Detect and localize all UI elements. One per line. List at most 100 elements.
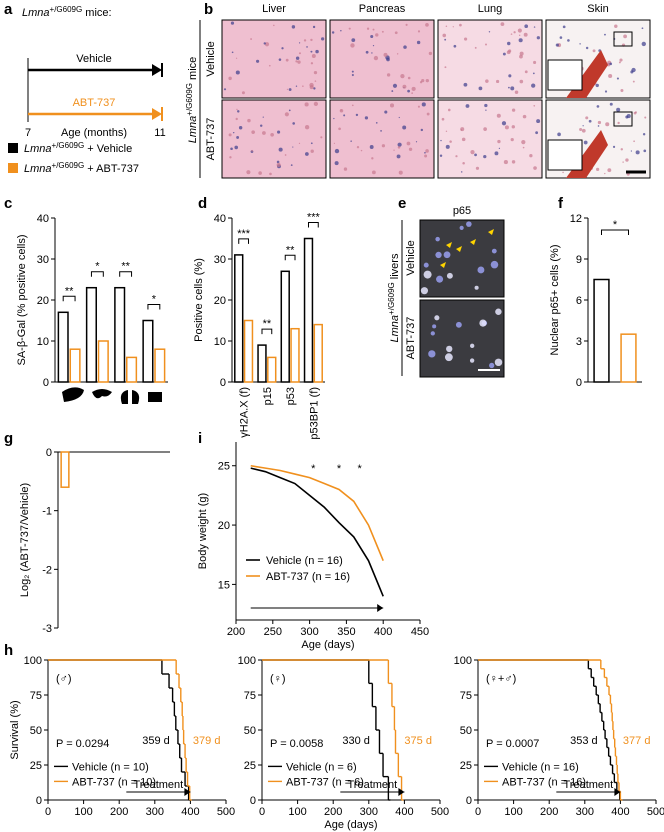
y-tick-label: 75 xyxy=(30,690,42,702)
texture xyxy=(617,121,620,125)
texture xyxy=(519,51,524,56)
texture xyxy=(306,46,308,48)
panel-label: a xyxy=(4,1,13,18)
texture xyxy=(424,151,426,154)
texture xyxy=(407,89,410,93)
texture xyxy=(470,150,475,155)
allele: +/G609G xyxy=(52,161,85,170)
x-tick-label: 0 xyxy=(45,806,51,818)
texture xyxy=(625,158,629,162)
texture xyxy=(502,52,506,56)
texture xyxy=(290,164,293,167)
texture xyxy=(425,22,429,27)
arrow-head xyxy=(184,788,191,796)
bar xyxy=(303,237,314,383)
texture xyxy=(331,31,335,34)
texture xyxy=(439,154,443,157)
median-label: 377 d xyxy=(623,735,651,747)
y-tick-label: 0 xyxy=(576,377,582,389)
texture xyxy=(256,59,260,63)
x-tick-label: 200 xyxy=(110,806,128,818)
texture xyxy=(304,125,310,130)
texture xyxy=(310,62,314,65)
texture xyxy=(622,161,624,163)
p-value: P = 0.0058 xyxy=(270,738,323,750)
texture xyxy=(230,21,235,25)
treatment-label: Treatment xyxy=(347,779,397,791)
texture xyxy=(355,113,359,117)
legend-text: ABT-737 (n = 16) xyxy=(266,571,350,583)
nucleus xyxy=(469,358,475,363)
texture xyxy=(315,49,319,54)
texture xyxy=(350,140,352,142)
texture xyxy=(396,154,401,159)
texture xyxy=(447,108,451,112)
y-tick-label: 40 xyxy=(37,213,49,225)
texture xyxy=(579,127,583,132)
x-tick-label: 400 xyxy=(374,626,392,638)
texture xyxy=(235,70,240,75)
gene: Lmna xyxy=(24,163,52,175)
texture xyxy=(304,102,309,107)
x-tick-label: 100 xyxy=(74,806,92,818)
bar xyxy=(234,254,244,383)
texture xyxy=(536,36,540,40)
arrowhead xyxy=(456,246,462,252)
texture xyxy=(444,38,447,41)
texture xyxy=(474,153,477,157)
texture xyxy=(292,122,295,125)
texture xyxy=(524,24,529,29)
texture xyxy=(630,150,633,152)
texture xyxy=(460,127,465,132)
texture xyxy=(381,30,384,33)
texture xyxy=(277,130,281,134)
axis-end: 11 xyxy=(154,127,165,139)
nucleus xyxy=(466,221,472,227)
texture xyxy=(533,26,536,28)
texture xyxy=(366,27,370,30)
texture xyxy=(522,146,525,149)
texture xyxy=(311,53,316,58)
texture xyxy=(421,102,426,107)
significance-bracket xyxy=(284,254,296,261)
x-tick-label: 500 xyxy=(217,806,235,818)
texture xyxy=(333,117,335,120)
y-tick-label: 3 xyxy=(576,336,582,348)
texture xyxy=(229,156,232,159)
texture xyxy=(247,118,251,123)
texture xyxy=(582,125,584,127)
x-tick-label: 450 xyxy=(411,626,429,638)
nucleus xyxy=(432,324,437,329)
texture xyxy=(310,142,313,145)
texture xyxy=(407,76,411,80)
x-tick-label: 500 xyxy=(431,806,449,818)
nucleus xyxy=(490,260,499,269)
texture xyxy=(609,102,613,106)
texture xyxy=(581,128,586,133)
texture xyxy=(632,80,635,83)
texture xyxy=(518,38,523,43)
texture xyxy=(641,41,646,47)
texture xyxy=(453,44,457,48)
y-axis-label: SA-β-Gal (% positive cells) xyxy=(16,234,28,365)
texture xyxy=(633,111,637,115)
texture xyxy=(373,55,379,61)
y-tick-label: 50 xyxy=(460,725,472,737)
texture xyxy=(372,45,375,47)
texture xyxy=(343,167,348,171)
texture xyxy=(397,142,402,147)
texture xyxy=(313,101,319,106)
significance-bracket xyxy=(261,328,273,335)
texture xyxy=(442,33,447,38)
texture xyxy=(350,43,355,48)
significance: ** xyxy=(65,285,74,297)
bar xyxy=(257,344,267,383)
x-tick-label: 300 xyxy=(360,806,378,818)
texture xyxy=(270,132,274,137)
series-line xyxy=(250,467,384,597)
texture xyxy=(604,172,606,175)
texture xyxy=(297,60,301,64)
texture xyxy=(511,160,516,164)
texture xyxy=(276,162,281,168)
texture xyxy=(386,73,391,77)
